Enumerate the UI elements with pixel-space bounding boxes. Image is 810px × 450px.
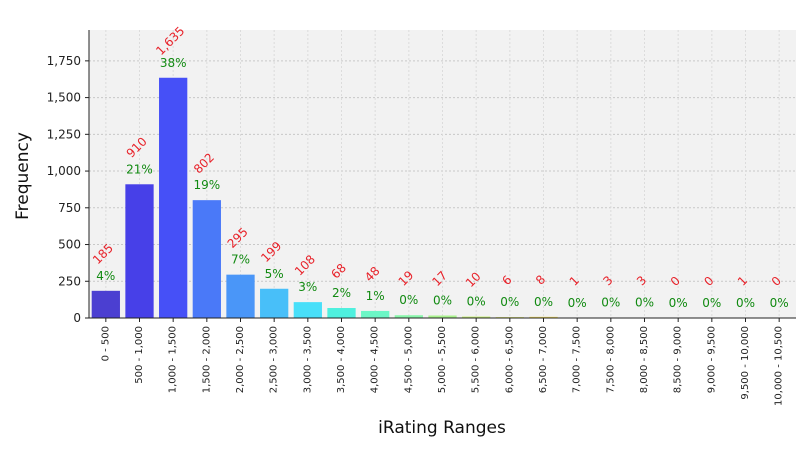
x-tick-label: 10,000 - 10,500 [774,326,785,406]
bar [361,310,390,318]
percent-label: 2% [332,286,351,300]
x-tick-label: 9,500 - 10,000 [740,326,751,400]
y-axis-ticks: 0 250 500 750 1,000 1,250 1,500 1,750 [47,54,89,325]
x-tick-label: 8,500 - 9,000 [673,326,684,393]
bar [226,274,255,318]
bar [159,77,188,319]
x-tick-label: 4,000 - 4,500 [370,326,381,393]
x-tick-label: 6,500 - 7,000 [538,326,549,393]
x-tick-label: 8,000 - 8,500 [639,326,650,393]
percent-label: 0% [702,296,721,310]
x-tick-label: 7,000 - 7,500 [572,326,583,393]
x-tick-label: 3,000 - 3,500 [302,326,313,393]
bar [394,315,423,318]
x-tick-label: 6,000 - 6,500 [504,326,515,393]
percent-label: 5% [265,267,284,281]
x-tick-label: 5,000 - 5,500 [437,326,448,393]
bar [293,302,322,318]
percent-label: 0% [500,295,519,309]
x-tick-label: 1,500 - 2,000 [201,326,212,393]
y-tick-label: 0 [73,311,81,325]
percent-label: 0% [534,295,553,309]
x-tick-label: 7,500 - 8,000 [605,326,616,393]
percent-label: 19% [193,178,220,192]
bar [529,316,558,318]
x-axis-ticks: 0 - 500 500 - 1,000 1,000 - 1,500 1,500 - 2… [100,318,785,406]
y-tick-label: 1,250 [47,127,81,141]
x-tick-label: 2,000 - 2,500 [235,326,246,393]
x-tick-label: 3,500 - 4,000 [336,326,347,393]
bar [91,290,120,318]
percent-label: 0% [433,294,452,308]
percent-label: 38% [160,56,187,70]
x-axis-title: iRating Ranges [378,418,506,438]
bar [192,200,221,318]
bar [428,315,457,318]
percent-label: 4% [96,269,115,283]
x-tick-label: 2,500 - 3,000 [269,326,280,393]
percent-label: 0% [736,296,755,310]
percent-label: 21% [126,162,153,176]
bar [125,184,154,318]
x-tick-label: 0 - 500 [100,326,111,361]
bar [462,316,491,318]
percent-label: 0% [770,296,789,310]
y-tick-label: 1,000 [47,164,81,178]
percent-label: 0% [669,296,688,310]
y-axis-title: Frequency [13,132,33,220]
percent-label: 0% [467,295,486,309]
y-tick-label: 750 [58,201,81,215]
percent-label: 1% [366,289,385,303]
x-tick-label: 1,000 - 1,500 [168,326,179,393]
y-tick-label: 500 [58,238,81,252]
percent-label: 3% [298,280,317,294]
bars [91,77,760,319]
percent-label: 0% [601,296,620,310]
percent-label: 0% [568,296,587,310]
percent-label: 7% [231,253,250,267]
y-tick-label: 1,750 [47,54,81,68]
percent-label: 0% [399,293,418,307]
bar [260,288,289,318]
x-tick-label: 5,500 - 6,000 [471,326,482,393]
x-tick-label: 9,000 - 9,500 [706,326,717,393]
x-tick-label: 500 - 1,000 [134,326,145,384]
percent-label: 0% [635,296,654,310]
x-tick-label: 4,500 - 5,000 [403,326,414,393]
y-tick-label: 1,500 [47,91,81,105]
y-tick-label: 250 [58,274,81,288]
bar [327,308,356,318]
